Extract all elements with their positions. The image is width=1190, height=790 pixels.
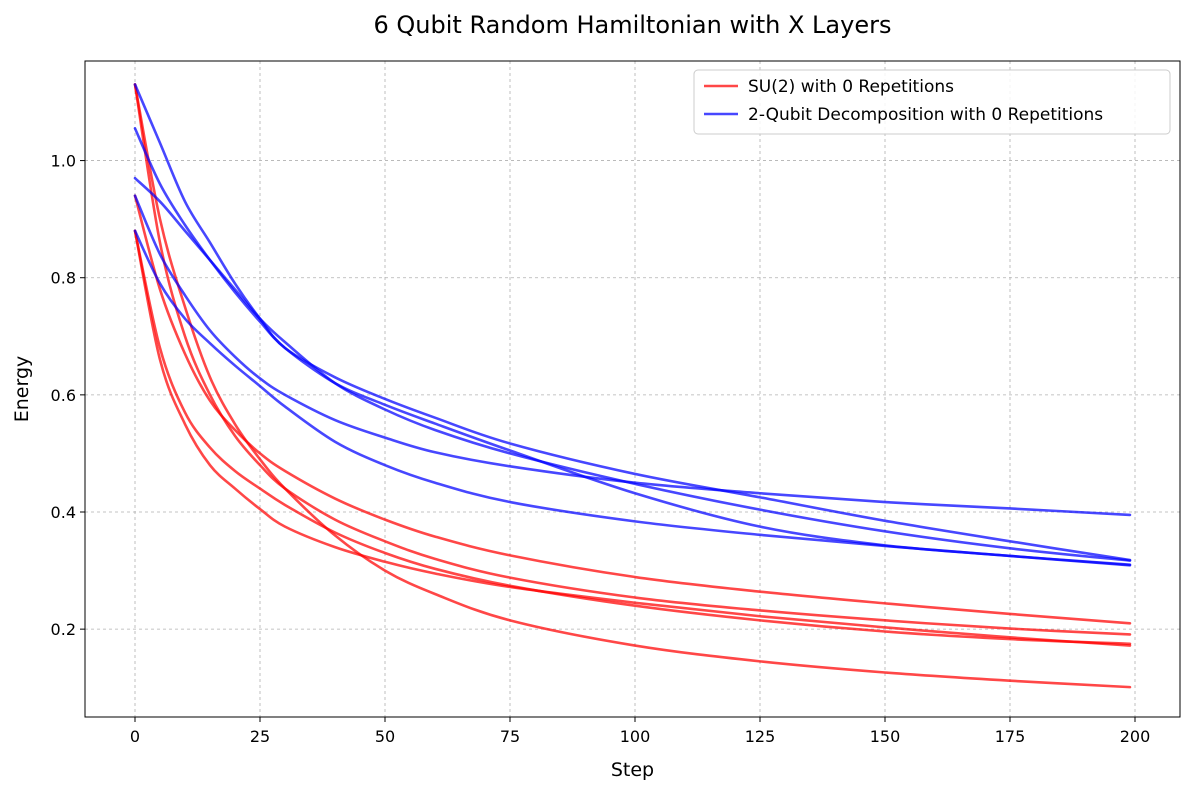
series-line-8 (133, 176, 1132, 562)
chart-title: 6 Qubit Random Hamiltonian with X Layers (374, 11, 892, 39)
x-tick-label: 200 (1120, 727, 1151, 746)
y-tick-label: 0.6 (51, 386, 76, 405)
x-tick-label: 75 (500, 727, 520, 746)
series-line-4 (133, 229, 1132, 647)
series-line-9 (133, 194, 1132, 517)
legend-box (693, 69, 1171, 135)
y-tick-label: 0.2 (51, 620, 76, 639)
x-tick-label: 0 (130, 727, 140, 746)
grid (85, 61, 1180, 717)
series-line-1 (133, 83, 1132, 636)
y-tick-label: 0.4 (51, 503, 76, 522)
y-axis-label: Energy (11, 356, 33, 423)
y-tick-label: 0.8 (51, 269, 76, 288)
x-tick-label: 175 (995, 727, 1026, 746)
x-tick-label: 150 (870, 727, 901, 746)
plot-area-frame (84, 60, 1181, 718)
y-tick-label: 1.0 (51, 152, 76, 171)
x-tick-label: 100 (620, 727, 651, 746)
axis-ticks: 0 25 50 75 100 125 150 175 200 0.2 0.4 0.6 0.8 1.0 (51, 152, 1151, 746)
series-layer (133, 83, 1132, 689)
legend: SU(2) with 0 Repetitions 2-Qubit Decompos… (693, 69, 1171, 135)
series-line-7 (133, 127, 1132, 567)
legend-label: SU(2) with 0 Repetitions (748, 77, 954, 97)
series-line-3 (133, 194, 1132, 625)
series-line-2 (133, 83, 1132, 689)
series-line-6 (133, 83, 1132, 562)
x-tick-label: 125 (745, 727, 776, 746)
series-line-5 (133, 229, 1132, 646)
x-axis-label: Step (611, 759, 654, 781)
x-tick-label: 50 (375, 727, 395, 746)
legend-label: 2-Qubit Decomposition with 0 Repetitions (748, 105, 1103, 125)
series-line-10 (133, 229, 1132, 567)
x-tick-label: 25 (250, 727, 270, 746)
